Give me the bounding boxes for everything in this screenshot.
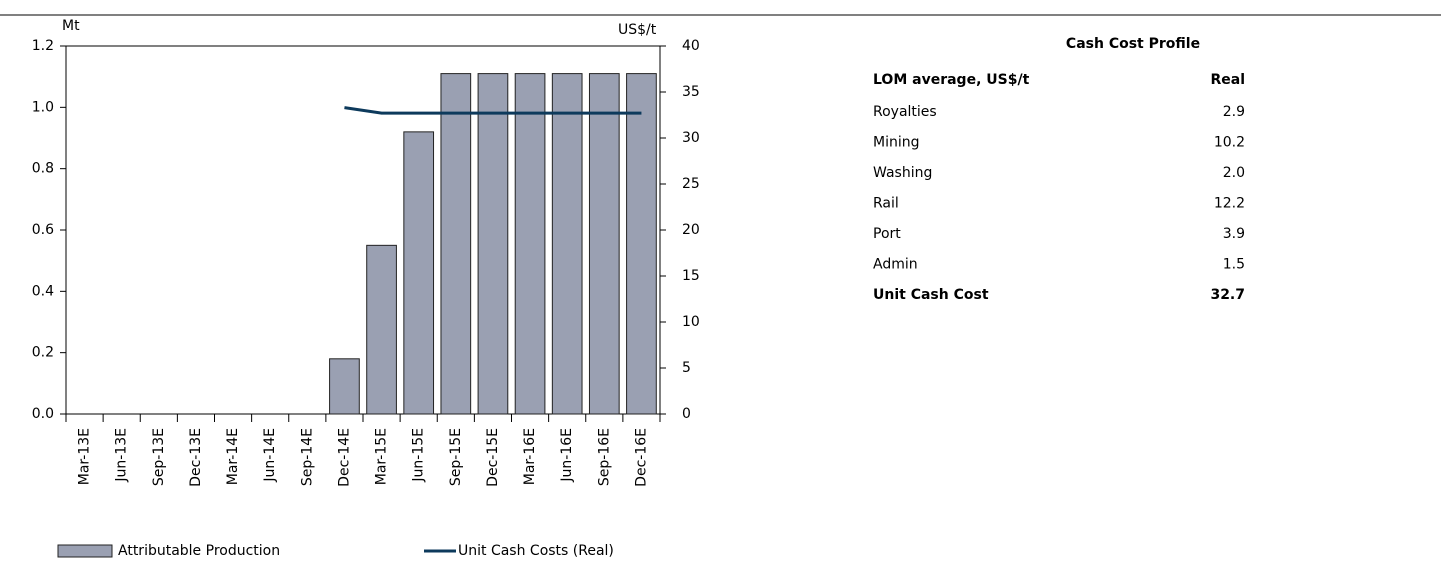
legend-swatch (57, 544, 113, 558)
y2-tick-label: 5 (682, 360, 691, 376)
table-total: Unit Cash Cost (873, 287, 989, 303)
y-tick-label: 0.4 (32, 283, 54, 299)
table-cell: 12.2 (1214, 196, 1245, 212)
bar (514, 73, 546, 415)
bar (551, 73, 583, 415)
table-cell: 10.2 (1214, 135, 1245, 151)
table-header: LOM average, US$/t (873, 72, 1030, 88)
x-tick-label: Jun-13E (114, 428, 130, 483)
table-total: 32.7 (1210, 287, 1245, 303)
y2-tick-label: 20 (682, 222, 700, 238)
x-tick-label: Sep-15E (448, 428, 464, 486)
table-cell: 3.9 (1223, 226, 1245, 242)
bar (329, 358, 360, 415)
bar (403, 131, 435, 415)
line (344, 106, 642, 115)
y2-tick-label: 0 (682, 406, 691, 422)
table-cell: 2.0 (1223, 165, 1245, 181)
legend-label: Attributable Production (118, 543, 280, 559)
x-tick-label: Sep-16E (596, 428, 612, 486)
x-tick-label: Dec-14E (336, 428, 352, 487)
y-axis-label: Mt (62, 18, 80, 34)
y2-tick-label: 25 (682, 176, 700, 192)
y2-axis-label: US$/t (618, 22, 657, 38)
table-header: Real (1210, 72, 1245, 88)
x-tick-label: Jun-14E (262, 428, 278, 483)
y-tick-label: 1.2 (32, 38, 54, 54)
x-tick-label: Sep-14E (299, 428, 315, 486)
y2-tick-label: 35 (682, 84, 700, 100)
bar (440, 73, 472, 415)
x-tick-label: Sep-13E (151, 428, 167, 486)
y2-tick-label: 15 (682, 268, 700, 284)
x-tick-label: Dec-15E (485, 428, 501, 487)
y-tick-label: 1.0 (32, 99, 54, 115)
y2-tick-label: 10 (682, 314, 700, 330)
bar (626, 73, 657, 415)
x-tick-label: Jun-16E (559, 428, 575, 483)
x-tick-label: Mar-15E (374, 428, 390, 485)
y-tick-label: 0.0 (32, 406, 54, 422)
bar (366, 244, 397, 415)
x-tick-label: Dec-16E (633, 428, 649, 487)
table-cell: Washing (873, 165, 932, 181)
y-tick-label: 0.6 (32, 222, 54, 238)
table-cell: Admin (873, 257, 918, 273)
table-title: Cash Cost Profile (1066, 36, 1200, 52)
x-tick-label: Mar-16E (522, 428, 538, 485)
y2-tick-label: 40 (682, 38, 700, 54)
x-tick-label: Mar-13E (77, 428, 93, 485)
table-cell: Royalties (873, 104, 937, 120)
table-cell: 1.5 (1223, 257, 1245, 273)
y-tick-label: 0.8 (32, 161, 54, 177)
x-tick-label: Dec-13E (188, 428, 204, 487)
bar (477, 73, 509, 415)
table-cell: Port (873, 226, 901, 242)
y-tick-label: 0.2 (32, 345, 54, 361)
x-tick-label: Jun-15E (411, 428, 427, 483)
table-cell: 2.9 (1223, 104, 1245, 120)
table-cell: Mining (873, 135, 920, 151)
y2-tick-label: 30 (682, 130, 700, 146)
x-tick-label: Mar-14E (225, 428, 241, 485)
legend-label: Unit Cash Costs (Real) (458, 543, 614, 559)
table-cell: Rail (873, 196, 899, 212)
bar (588, 73, 620, 415)
